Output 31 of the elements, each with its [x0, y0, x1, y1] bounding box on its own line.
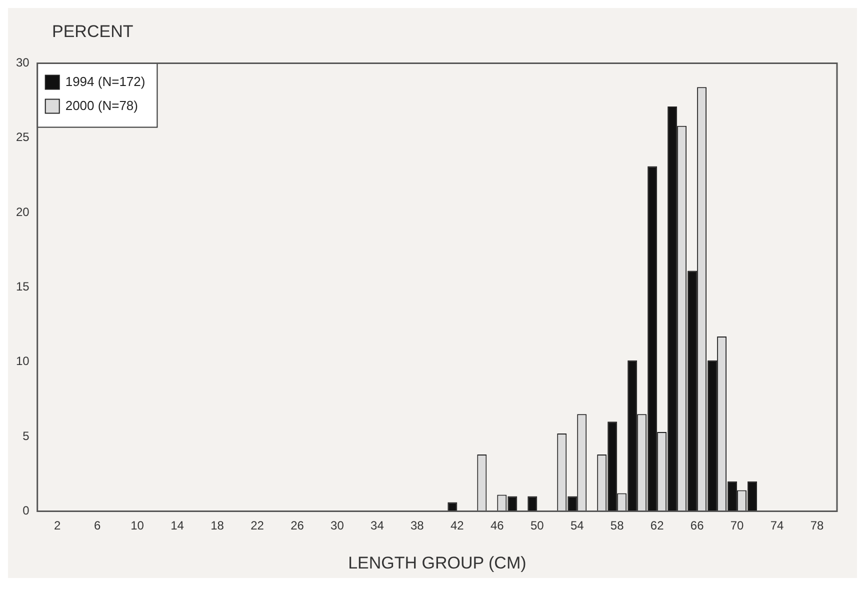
y-tick-label: 30 — [16, 56, 30, 70]
y-tick-label: 10 — [16, 354, 30, 368]
x-tick-label: 18 — [210, 518, 224, 533]
x-tick-label: 54 — [570, 518, 584, 533]
x-tick-label: 42 — [450, 518, 464, 533]
x-tick-label: 22 — [250, 518, 264, 533]
x-tick-label: 34 — [370, 518, 384, 533]
x-tick-label: 62 — [650, 518, 664, 533]
x-tick-label: 26 — [290, 518, 304, 533]
y-axis-title: PERCENT — [51, 21, 134, 43]
x-tick-label: 74 — [770, 518, 784, 533]
x-tick-label: 46 — [490, 518, 504, 533]
legend-label: 2000 (N=78) — [65, 98, 138, 113]
x-tick-label: 70 — [730, 518, 744, 533]
y-tick-label: 20 — [16, 204, 30, 219]
x-tick-label: 50 — [530, 518, 544, 533]
x-axis-title: LENGTH GROUP (CM) — [348, 553, 526, 572]
x-tick-label: 78 — [810, 518, 824, 533]
x-tick-label: 58 — [610, 518, 624, 533]
x-tick-label: 10 — [130, 518, 144, 533]
y-tick-label: 15 — [16, 280, 30, 294]
x-tick-label: 30 — [330, 518, 344, 533]
x-tick-label: 6 — [94, 518, 101, 533]
x-tick-label: 38 — [410, 518, 424, 533]
x-tick-label: 2 — [54, 518, 61, 533]
legend-label: 1994 (N=172) — [65, 74, 146, 89]
y-tick-label: 25 — [16, 130, 30, 144]
x-tick-label: 14 — [170, 518, 184, 533]
y-tick-label: 0 — [22, 504, 30, 518]
y-tick-label: 5 — [22, 428, 30, 443]
x-tick-label: 66 — [690, 518, 704, 533]
